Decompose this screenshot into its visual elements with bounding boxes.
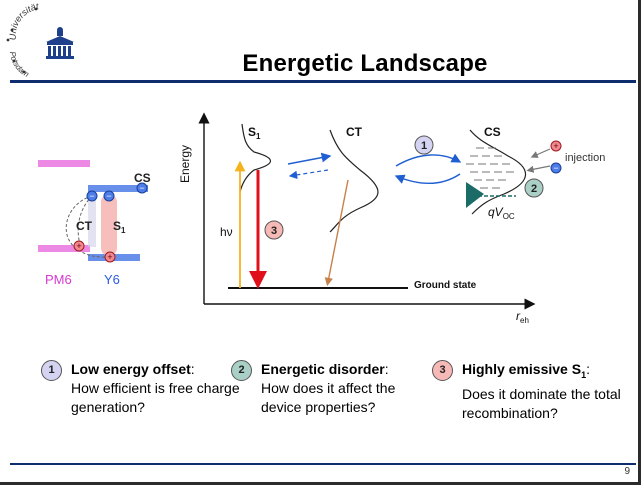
- logo-text-top: Universität: [8, 1, 40, 40]
- point-2-text: Energetic disorder: How does it affect th…: [261, 361, 396, 415]
- ct-distribution-curve: [329, 129, 379, 233]
- logo-text-bottom: Potsdam: [8, 51, 31, 79]
- energy-landscape-diagram: Energy reh S1 CT CS Ground state hν: [178, 112, 605, 325]
- electron-ct-sign: −: [89, 191, 94, 201]
- injected-hole: [550, 140, 562, 152]
- point-2-heading: Energetic disorder: [261, 361, 385, 377]
- marker-2: [524, 178, 544, 198]
- point-2-number: 2: [231, 360, 252, 381]
- pm6-label: PM6: [45, 272, 72, 287]
- ct-label: CT: [76, 219, 93, 233]
- electron-ct: [86, 190, 98, 202]
- point-3-heading: Highly emissive S1: [462, 361, 587, 380]
- pm6-homo-band: [38, 245, 90, 252]
- hole-ct: [73, 240, 85, 252]
- electron-s1: [103, 190, 115, 202]
- s1-to-ct-arrow: [287, 152, 332, 165]
- university-logo: Universität Potsdam: [6, 1, 74, 79]
- footer-divider: [10, 463, 636, 465]
- ct-state-label: CT: [346, 125, 363, 139]
- cs-label: CS: [134, 171, 151, 185]
- ct-decay-arrow: [324, 179, 349, 287]
- marker-3-label: 3: [271, 225, 277, 237]
- y6-lumo-band: [88, 185, 148, 192]
- ct-to-s1-dashed-arrow: [288, 169, 329, 180]
- y6-label: Y6: [104, 272, 120, 287]
- injected-hole-sign: +: [553, 141, 558, 151]
- marker-1-label: 1: [421, 140, 427, 152]
- injection-label: injection: [565, 152, 605, 164]
- electron-cs: [136, 182, 148, 194]
- disorder-wedge: [466, 182, 484, 208]
- cs-to-ct-arrow: [394, 173, 461, 184]
- cs-distribution-curve: [469, 129, 527, 215]
- injected-electron-sign: −: [553, 163, 558, 173]
- cs-density-of-states: [466, 147, 514, 189]
- s1-state-label: S1: [248, 125, 261, 141]
- ct-state-bar: [88, 197, 96, 247]
- hole-s1-sign: +: [107, 252, 112, 262]
- ground-state-label: Ground state: [414, 280, 477, 291]
- pm6-lumo-band: [38, 160, 90, 167]
- injection-arrow-bottom: [526, 165, 551, 173]
- qvoc-label: qVOC: [488, 205, 515, 221]
- svg-text:Universität: Universität: [8, 1, 40, 40]
- point-1-body: How efficient is free charge generation?: [71, 380, 240, 415]
- point-3-text: Highly emissive S1: Does it dominate the …: [462, 361, 621, 421]
- point-1-number: 1: [41, 360, 62, 381]
- s1-distribution-curve: [239, 123, 272, 193]
- marker-2-label: 2: [531, 183, 537, 195]
- x-axis-label: reh: [516, 309, 529, 325]
- point-1-text: Low energy offset: How efficient is free …: [71, 361, 240, 415]
- point-3-body: Does it dominate the total recombination…: [462, 385, 621, 421]
- page-number: 9: [624, 466, 630, 477]
- point-2-body: How does it affect the device properties…: [261, 380, 396, 415]
- hole-s1: [104, 251, 116, 263]
- s1-label: S1: [113, 219, 126, 235]
- marker-3: [264, 220, 284, 240]
- ct-to-cs-arrow: [395, 153, 462, 167]
- ct-dashed-link: [77, 195, 93, 245]
- hole-ct-sign: +: [76, 241, 81, 251]
- cs-state-label: CS: [484, 125, 501, 139]
- electron-cs-sign: −: [139, 183, 144, 193]
- ct-dashed-link-2: [65, 195, 109, 259]
- building-icon: [46, 27, 74, 59]
- title-divider: [10, 80, 636, 83]
- logo-dots: [6, 7, 38, 74]
- hv-label: hν: [220, 225, 233, 239]
- y-axis-label: Energy: [178, 145, 192, 183]
- injected-electron: [550, 162, 562, 174]
- s1-state-bar: [101, 194, 117, 256]
- point-3-number: 3: [432, 360, 453, 381]
- marker-1: [414, 135, 434, 155]
- injection-arrow-top: [530, 148, 551, 158]
- page-title: Energetic Landscape: [242, 50, 488, 77]
- svg-text:Potsdam: Potsdam: [8, 51, 31, 79]
- electron-s1-sign: −: [106, 191, 111, 201]
- band-diagram: − − − + + CS CT S1 PM6 Y6: [38, 160, 151, 287]
- point-1-heading: Low energy offset: [71, 361, 191, 377]
